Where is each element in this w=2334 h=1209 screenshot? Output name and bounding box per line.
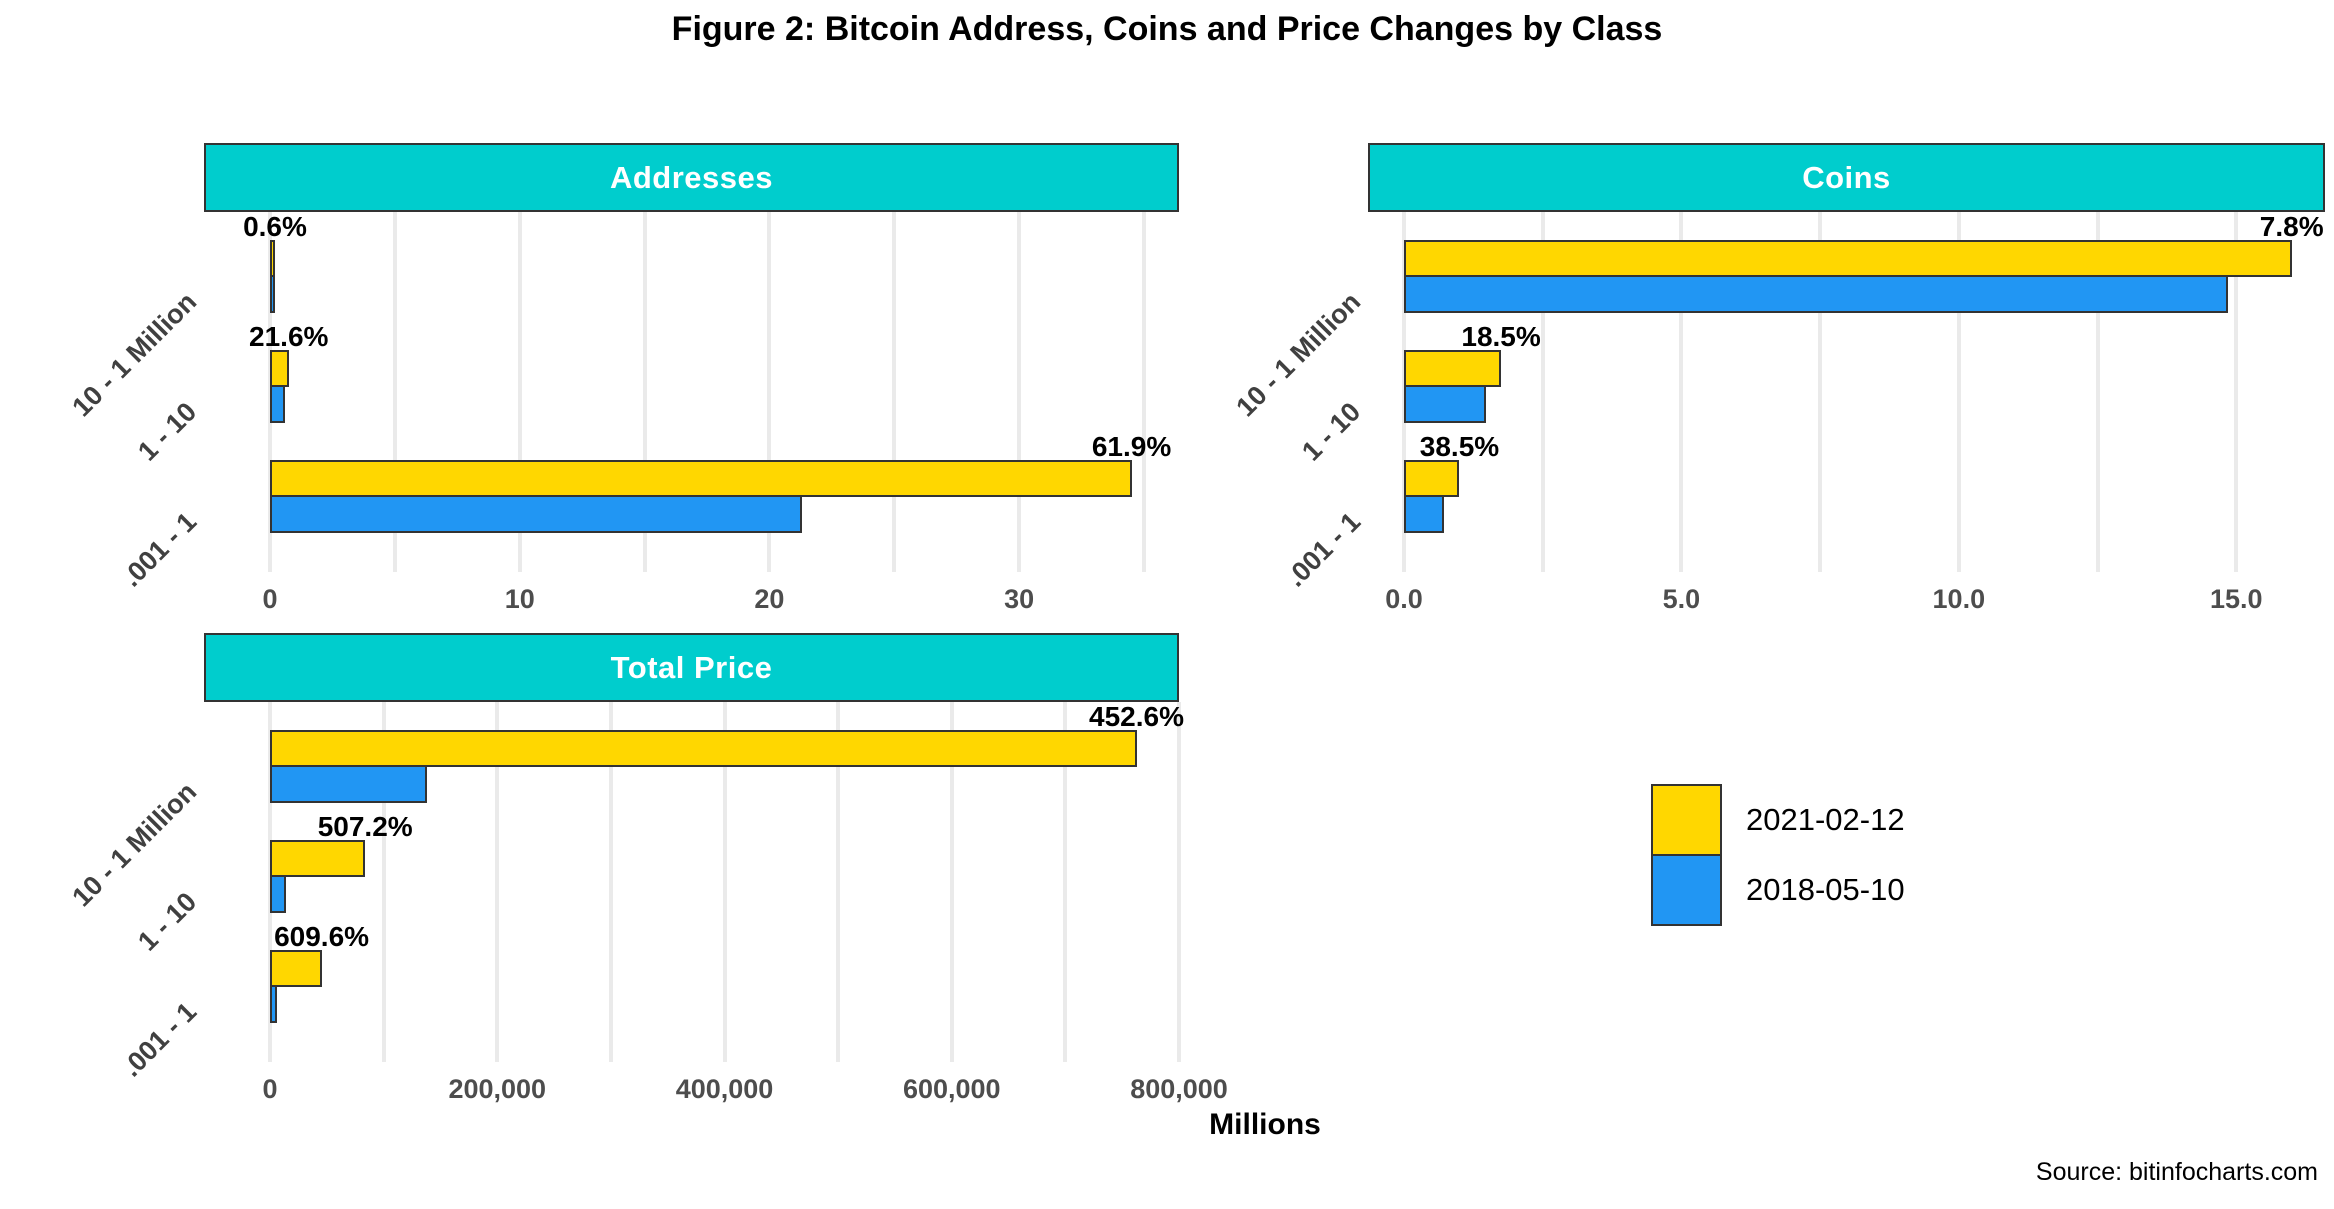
gridline bbox=[392, 212, 397, 572]
gridline bbox=[836, 702, 841, 1062]
x-tick-total-price-800-000: 800,000 bbox=[1130, 1074, 1228, 1104]
legend-swatch-2018 bbox=[1651, 854, 1722, 926]
gridline bbox=[949, 702, 954, 1062]
bar-coins-10-1-million-2018 bbox=[1404, 275, 2228, 313]
panel-title-addresses: Addresses bbox=[609, 159, 774, 195]
bar-total-price-10-1-million-2021 bbox=[270, 730, 1137, 767]
bar-total-price-001-1-2018 bbox=[270, 985, 278, 1023]
gridline bbox=[1142, 212, 1147, 572]
pct-change-label-coins-001-1: 38.5% bbox=[1419, 431, 1500, 462]
bar-coins-1-10-2021 bbox=[1404, 350, 1502, 387]
gridline bbox=[1063, 702, 1068, 1062]
bar-addresses-10-1-million-2018 bbox=[270, 275, 275, 313]
bar-addresses-10-1-million-2021 bbox=[270, 240, 275, 277]
pct-change-label-addresses-1-10: 21.6% bbox=[249, 321, 329, 352]
gridline bbox=[2234, 212, 2239, 572]
x-tick-addresses-20: 20 bbox=[754, 584, 785, 614]
figure-title: Figure 2: Bitcoin Address, Coins and Pri… bbox=[671, 10, 1663, 48]
bar-addresses-1-10-2021 bbox=[270, 350, 289, 387]
x-tick-coins-5-0: 5.0 bbox=[1662, 584, 1701, 614]
gridline bbox=[1818, 212, 1823, 572]
gridline bbox=[1540, 212, 1545, 572]
x-tick-coins-0-0: 0.0 bbox=[1385, 584, 1423, 614]
pct-change-label-coins-10-1-million: 7.8% bbox=[2259, 211, 2324, 242]
panel-title-total-price: Total Price bbox=[610, 649, 773, 685]
gridline bbox=[495, 702, 500, 1062]
pct-change-label-addresses-10-1-million: 0.6% bbox=[243, 211, 307, 242]
bar-total-price-1-10-2018 bbox=[270, 875, 286, 913]
pct-change-label-coins-1-10: 18.5% bbox=[1461, 321, 1541, 352]
plot-area-addresses: 0.6% 21.6% 61.9% bbox=[204, 212, 1179, 572]
gridline bbox=[381, 702, 386, 1062]
gridline bbox=[767, 212, 772, 572]
bar-addresses-001-1-2021 bbox=[270, 460, 1132, 497]
bar-total-price-1-10-2021 bbox=[270, 840, 366, 877]
x-tick-total-price-200-000: 200,000 bbox=[448, 1074, 547, 1104]
legend-label-2021: 2021-02-12 bbox=[1746, 802, 1905, 837]
panel-addresses: Addresses 0.6% 21.6% 61.9% bbox=[204, 143, 1179, 572]
bar-addresses-001-1-2018 bbox=[270, 495, 802, 533]
gridline bbox=[608, 702, 613, 1062]
panel-header-coins: Coins bbox=[1368, 143, 2325, 212]
pct-change-label-total-price-10-1-million: 452.6% bbox=[1089, 701, 1184, 732]
panel-coins: Coins 7.8% 18.5% 38.5% bbox=[1368, 143, 2325, 572]
x-axis-title-millions: Millions bbox=[1209, 1108, 1321, 1141]
x-tick-addresses-10: 10 bbox=[504, 584, 535, 614]
gridline bbox=[722, 702, 727, 1062]
gridline bbox=[1177, 702, 1181, 1062]
x-tick-total-price-0: 0 bbox=[262, 1074, 278, 1104]
bar-coins-1-10-2018 bbox=[1404, 385, 1487, 423]
plot-area-coins: 7.8% 18.5% 38.5% bbox=[1368, 212, 2325, 572]
panel-header-addresses: Addresses bbox=[204, 143, 1179, 212]
bar-total-price-10-1-million-2018 bbox=[270, 765, 427, 803]
gridline bbox=[642, 212, 647, 572]
category-label-addresses-001-1: .001 - 1 bbox=[116, 506, 203, 593]
plot-area-total-price: 452.6% 507.2% 609.6% bbox=[204, 702, 1184, 1062]
gridline bbox=[1679, 212, 1684, 572]
x-tick-total-price-400-000: 400,000 bbox=[675, 1074, 774, 1104]
gridline bbox=[517, 212, 522, 572]
bar-total-price-001-1-2021 bbox=[270, 950, 322, 987]
panel-total-price: Total Price 452.6% 507.2% 609.6% bbox=[204, 633, 1184, 1062]
x-tick-coins-15-0: 15.0 bbox=[2209, 584, 2263, 614]
gridline bbox=[1017, 212, 1022, 572]
pct-change-label-addresses-001-1: 61.9% bbox=[1091, 431, 1172, 462]
x-tick-coins-10-0: 10.0 bbox=[1932, 584, 1986, 614]
pct-change-label-total-price-001-1: 609.6% bbox=[274, 921, 370, 952]
bar-addresses-1-10-2018 bbox=[270, 385, 286, 423]
pct-change-label-total-price-1-10: 507.2% bbox=[317, 811, 413, 842]
panel-header-total-price: Total Price bbox=[204, 633, 1179, 702]
source-note: Source: bitinfocharts.com bbox=[2035, 1158, 2318, 1186]
bar-coins-10-1-million-2021 bbox=[1404, 240, 2292, 277]
legend-swatch-2021 bbox=[1651, 784, 1722, 856]
bar-coins-001-1-2021 bbox=[1404, 460, 1460, 497]
gridline bbox=[892, 212, 897, 572]
x-tick-addresses-0: 0 bbox=[262, 584, 278, 614]
x-tick-addresses-30: 30 bbox=[1004, 584, 1035, 614]
legend-label-2018: 2018-05-10 bbox=[1746, 872, 1905, 907]
gridline bbox=[1956, 212, 1961, 572]
gridline bbox=[2095, 212, 2100, 572]
x-tick-total-price-600-000: 600,000 bbox=[902, 1074, 1001, 1104]
bar-coins-001-1-2018 bbox=[1404, 495, 1444, 533]
category-label-total-price-001-1: .001 - 1 bbox=[116, 996, 203, 1083]
panel-title-coins: Coins bbox=[1802, 159, 1891, 195]
